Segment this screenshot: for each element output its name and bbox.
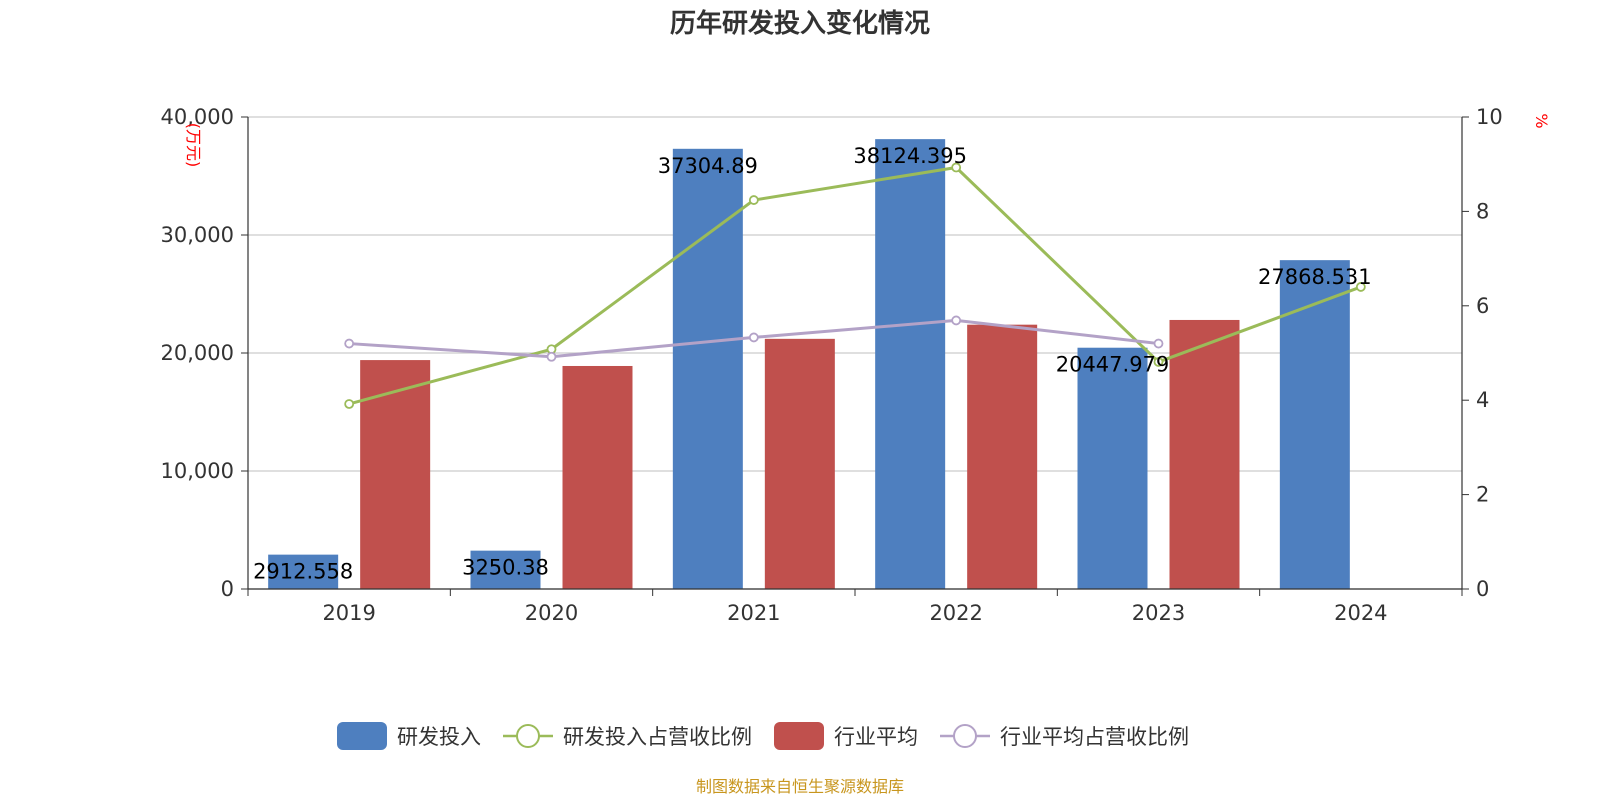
x-tick-label: 2021 — [727, 601, 780, 625]
line-point — [1153, 357, 1164, 367]
left-axis-unit: (万元) — [184, 123, 203, 168]
x-tick-label: 2024 — [1334, 601, 1387, 625]
bar-data-label: 27868.531 — [1258, 265, 1372, 289]
x-tick-label: 2023 — [1132, 601, 1185, 625]
left-tick-label: 0 — [221, 577, 234, 601]
legend-label: 研发投入 — [397, 725, 481, 749]
legend-bar-swatch — [774, 722, 824, 750]
legend-marker — [516, 724, 540, 748]
line-point — [748, 332, 759, 343]
right-tick-label: 10 — [1476, 105, 1503, 129]
bar — [562, 365, 633, 589]
bar-data-label: 20447.979 — [1056, 353, 1170, 377]
line-point — [951, 315, 962, 326]
right-axis-unit: % — [1532, 113, 1551, 128]
left-tick-label: 10,000 — [161, 459, 234, 483]
legend-label: 行业平均 — [834, 725, 918, 749]
line-point — [1153, 338, 1164, 349]
right-tick-label: 4 — [1476, 388, 1489, 412]
bar-data-label: 3250.38 — [462, 556, 549, 580]
bar — [967, 324, 1038, 589]
left-tick-label: 40,000 — [161, 105, 234, 129]
bar — [1077, 347, 1148, 589]
legend-label: 研发投入占营收比例 — [563, 725, 752, 749]
line-point — [344, 338, 355, 349]
line-point — [1355, 282, 1366, 292]
footer-source: 制图数据来自恒生聚源数据库 — [696, 777, 904, 796]
line-point — [951, 162, 962, 173]
bar — [1279, 260, 1350, 589]
left-tick-label: 20,000 — [161, 341, 234, 365]
bar-data-label: 38124.395 — [853, 144, 967, 168]
bar — [672, 148, 743, 589]
right-tick-label: 8 — [1476, 199, 1489, 223]
bar — [360, 360, 431, 589]
line-point — [546, 351, 557, 362]
data-labels: 2912.558 3250.38 37304.89 38124.395 20447.97… — [253, 144, 1372, 583]
line-point — [748, 195, 759, 205]
bar-data-label: 37304.89 — [658, 154, 758, 178]
legend-bar-swatch — [337, 722, 387, 750]
chart-title: 历年研发投入变化情况 — [670, 8, 930, 39]
legend-label: 行业平均占营收比例 — [1000, 725, 1189, 749]
right-tick-label: 0 — [1476, 577, 1489, 601]
bar — [268, 554, 339, 589]
legend: 研发投入 研发投入占营收比例 行业平均 行业平均占营收比例 — [337, 722, 1189, 750]
bar — [875, 139, 946, 589]
bar — [764, 338, 835, 589]
x-tick-label: 2019 — [322, 601, 375, 625]
lines — [344, 162, 1366, 409]
bar-data-label: 2912.558 — [253, 560, 353, 584]
line-point — [344, 399, 355, 409]
bar — [1169, 319, 1240, 589]
axes: 0 10,000 20,000 30,000 40,000 0 2 4 6 8 10 2019 2020… — [161, 105, 1503, 625]
x-tick-label: 2020 — [525, 601, 578, 625]
bar — [470, 550, 541, 589]
right-tick-label: 2 — [1476, 483, 1489, 507]
legend-marker — [953, 724, 977, 748]
bars — [268, 139, 1350, 589]
x-tick-label: 2022 — [929, 601, 982, 625]
series-line — [348, 165, 1362, 406]
left-tick-label: 30,000 — [161, 223, 234, 247]
right-tick-label: 6 — [1476, 294, 1489, 318]
